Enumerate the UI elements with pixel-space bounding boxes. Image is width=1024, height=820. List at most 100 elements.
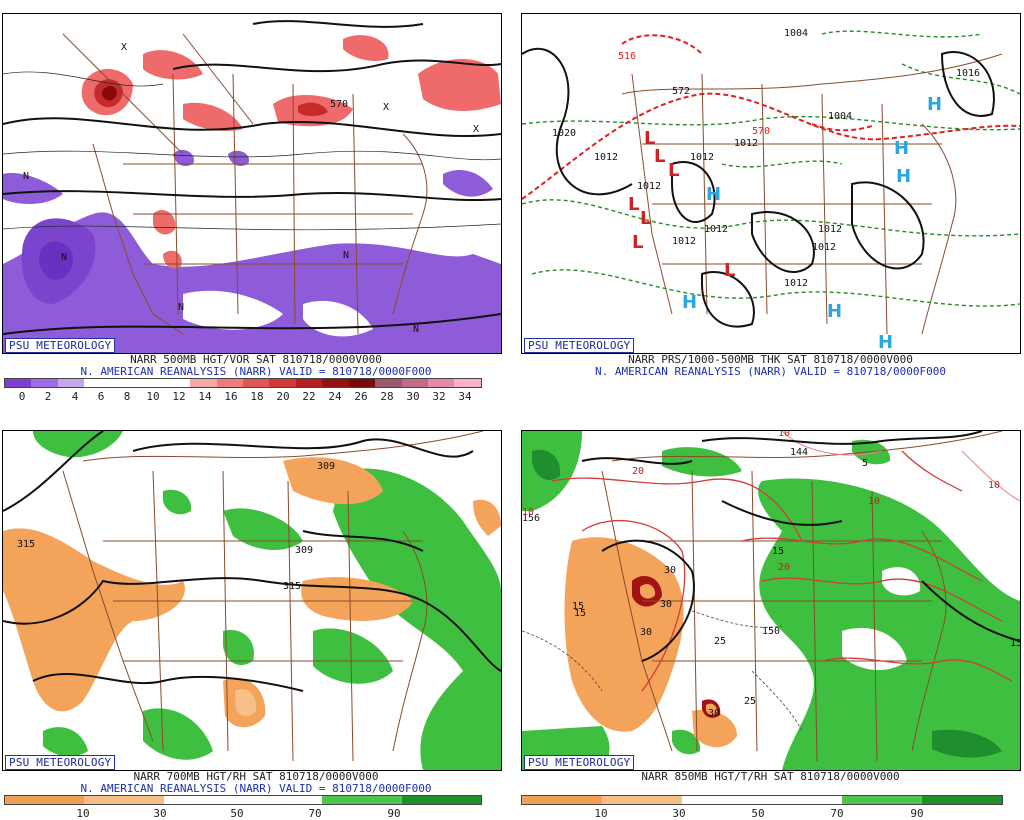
isotherm-label: 30	[640, 627, 652, 638]
color-scale-swatch	[190, 379, 217, 387]
color-scale-swatch	[84, 796, 164, 804]
dry-region	[640, 584, 656, 599]
color-scale-bar	[521, 795, 1003, 805]
psu-meteorology-badge: PSU METEOROLOGY	[524, 338, 635, 353]
isobar-label: 1012	[818, 224, 842, 235]
isobar-label: 1012	[690, 152, 714, 163]
isotherm-label: 30	[660, 599, 672, 610]
height-label: 309	[317, 461, 335, 472]
height-label: 15	[1010, 638, 1020, 649]
map-caption-title: NARR 850MB HGT/T/RH SAT 810718/0000V000	[641, 770, 900, 783]
dry-region	[692, 709, 737, 748]
vorticity-high-region	[418, 59, 501, 111]
moist-region	[223, 508, 303, 551]
map-label: N	[413, 324, 419, 335]
vorticity-high-region	[163, 250, 182, 269]
color-scale-swatch	[401, 796, 481, 804]
isotherm-label: 20	[632, 466, 644, 477]
vorticity-low-region	[3, 173, 63, 204]
map-500mb: 570 N N N N N X X X PSU METEOROLOGY	[2, 13, 502, 354]
color-scale-swatch	[682, 796, 762, 804]
height-label: 156	[522, 513, 540, 524]
map-caption-title: NARR PRS/1000-500MB THK SAT 810718/0000V…	[628, 353, 913, 366]
color-scale-bar	[4, 378, 482, 388]
color-scale-swatch	[269, 379, 296, 387]
dry-region	[706, 703, 718, 715]
color-scale-swatch	[216, 379, 243, 387]
isotherm-label: 20	[778, 562, 790, 573]
map-caption-title: NARR 500MB HGT/VOR SAT 810718/0000V000	[130, 353, 382, 366]
moist-region	[932, 729, 1002, 758]
panel-700mb-rh: 309 315 309 315 PSU METEOROLOGY NARR 700…	[0, 419, 512, 820]
thickness-label: 570	[752, 126, 770, 137]
color-scale-swatch	[242, 379, 270, 387]
color-scale-tick-label: 24	[328, 390, 342, 403]
low-pressure-marker: L	[628, 194, 639, 215]
height-label: 315	[17, 539, 35, 550]
pressure-map-graphic: 1020 1012 1012 1012 1012 1012 1012 1004 …	[522, 28, 1020, 353]
vorticity-high-region	[183, 102, 243, 131]
color-scale-tick-label: 70	[830, 807, 844, 820]
color-scale-tick-label: 50	[230, 807, 244, 820]
color-scale-swatch	[110, 379, 138, 387]
psu-meteorology-badge: PSU METEOROLOGY	[524, 755, 635, 770]
color-scale-swatch	[375, 379, 402, 387]
map-label: N	[23, 171, 29, 182]
color-scale-tick-label: 90	[910, 807, 924, 820]
vorticity-low-region	[173, 149, 194, 166]
color-scale-tick-label: 70	[308, 807, 322, 820]
map-label: X	[121, 42, 127, 53]
vorticity-high-region	[298, 102, 328, 117]
height-label: 15	[574, 608, 586, 619]
isobar-label: 1012	[594, 152, 618, 163]
isotherm-label: 10	[522, 507, 534, 518]
color-scale-tick-label: 16	[224, 390, 238, 403]
map-label: N	[61, 252, 67, 263]
color-scale-swatch	[295, 379, 323, 387]
color-scale-tick-label: 30	[153, 807, 167, 820]
isobar-label: 1004	[784, 28, 808, 39]
high-pressure-marker: H	[682, 292, 697, 313]
vorticity-low-region	[39, 241, 74, 280]
map-label: X	[383, 102, 389, 113]
color-scale-swatch	[57, 379, 85, 387]
color-scale-tick-label: 22	[302, 390, 316, 403]
moist-region	[758, 478, 1020, 770]
isotherm-label: 5	[862, 458, 868, 469]
low-pressure-marker: L	[668, 160, 679, 181]
height-label: 144	[790, 447, 808, 458]
low-pressure-marker: L	[724, 260, 735, 281]
color-scale-swatch	[922, 796, 1002, 804]
low-pressure-marker: L	[632, 232, 643, 253]
color-scale-swatch	[5, 379, 32, 387]
color-scale-swatch	[163, 379, 191, 387]
isobar-label: 1012	[812, 242, 836, 253]
vorticity-low-region	[228, 150, 249, 166]
moist-region	[532, 449, 561, 481]
height-label: 15	[572, 601, 584, 612]
height-label: 15	[772, 546, 784, 557]
psu-meteorology-badge: PSU METEOROLOGY	[5, 755, 116, 770]
isotherm-label: 30	[664, 565, 676, 576]
color-scale-tick-label: 8	[123, 390, 131, 403]
isotherm-label: 30	[708, 708, 720, 719]
color-scale-swatch	[401, 379, 428, 387]
color-scale-swatch	[163, 796, 243, 804]
moist-region	[223, 630, 254, 666]
moist-region	[313, 628, 393, 684]
vorticity-high-region	[153, 209, 176, 235]
isobar-label: 1012	[672, 236, 696, 247]
color-scale-swatch	[428, 379, 455, 387]
dry-region	[3, 528, 185, 712]
dry-region	[473, 499, 501, 536]
high-pressure-marker: H	[927, 94, 942, 115]
moist-region	[163, 489, 192, 515]
color-scale-swatch	[5, 796, 85, 804]
isotherm-label: 10	[778, 431, 790, 439]
isotherm-label: 10	[868, 496, 880, 507]
map-caption-valid: N. AMERICAN REANALYSIS (NARR) VALID = 81…	[80, 782, 432, 795]
color-scale-swatch	[522, 796, 602, 804]
color-scale-tick-label: 30	[406, 390, 420, 403]
vorticity-map-graphic: 570 N N N N N X X X	[3, 20, 501, 353]
color-scale-tick-label: 18	[250, 390, 264, 403]
